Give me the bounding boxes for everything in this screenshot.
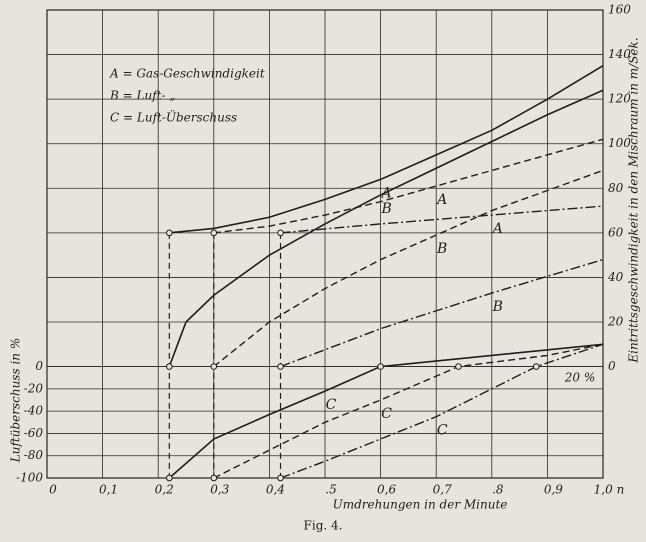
x-tick-label: 0,6	[377, 483, 396, 497]
y2-tick-label: 80	[608, 181, 624, 195]
curve	[168, 343, 604, 479]
point	[277, 229, 284, 237]
y2-tick-label: 160	[608, 3, 631, 17]
y2-tick-label: 140	[608, 47, 631, 61]
curve-label: C	[437, 423, 448, 439]
x-axis-label: Umdrehungen in der Minute	[333, 498, 508, 512]
y-tick-label: -100	[16, 471, 43, 485]
y-tick-label: -80	[24, 448, 44, 462]
y-axis-label: Luftüberschuss in %	[9, 338, 23, 463]
legend-entry: C = Luft-Überschuss	[110, 109, 237, 125]
curve	[213, 138, 604, 234]
curve-label: A	[435, 192, 447, 208]
point	[166, 363, 173, 370]
x-tick-label: 0,9	[544, 483, 563, 497]
y2-tick-label: 0	[608, 359, 616, 373]
y-tick-label: -40	[24, 404, 44, 418]
annotation: 20 %	[564, 371, 596, 385]
y-tick-label: 0	[35, 359, 43, 373]
y2-tick-label: 100	[608, 136, 631, 150]
curve	[213, 169, 604, 368]
legend-entry: A = Gas-Geschwindigkeit	[109, 67, 265, 81]
curve	[213, 343, 604, 479]
curve	[280, 258, 604, 368]
point	[532, 363, 540, 370]
curve	[280, 343, 604, 479]
y2-tick-label: 60	[608, 225, 624, 239]
curve-label: B	[436, 241, 447, 257]
x-tick-label: .5	[325, 483, 336, 497]
y-tick-label: -60	[24, 426, 44, 440]
point	[166, 474, 173, 482]
x-tick-label: 0,7	[433, 483, 452, 497]
point	[455, 363, 462, 370]
point	[210, 363, 218, 370]
point	[277, 474, 284, 482]
y2-axis-label: Eintrittsgeschwindigkeit in den Mischrau…	[627, 37, 641, 363]
legend-entry: B = Luft- „	[109, 89, 176, 103]
point	[277, 363, 284, 370]
x-tick-label: 0,1	[99, 483, 118, 497]
x-tick-label: 1,0 n	[594, 483, 625, 497]
curve	[168, 89, 604, 367]
y2-tick-label: 40	[607, 270, 624, 284]
x-tick-label: 0,3	[210, 483, 229, 497]
legend-box	[104, 60, 254, 134]
y2-tick-label: 20	[607, 315, 624, 329]
curve-label: C	[381, 406, 392, 422]
x-tick-label: 0,2	[155, 483, 174, 497]
x-tick-label: 0	[49, 483, 57, 497]
point	[210, 474, 218, 482]
curve	[280, 205, 604, 234]
caption: Fig. 4.	[304, 519, 343, 533]
x-tick-label: 0,4	[266, 483, 285, 497]
curve-label: C	[326, 397, 337, 413]
x-tick-label: .8	[492, 483, 504, 497]
curve	[169, 65, 604, 234]
y2-tick-label: 120	[608, 92, 631, 106]
point	[210, 229, 218, 237]
point	[377, 363, 384, 370]
point	[166, 229, 173, 237]
curve-label: A	[491, 221, 503, 237]
y-tick-label: -20	[24, 381, 44, 395]
curve-label: B	[492, 299, 503, 315]
curve-label: B	[380, 201, 391, 217]
